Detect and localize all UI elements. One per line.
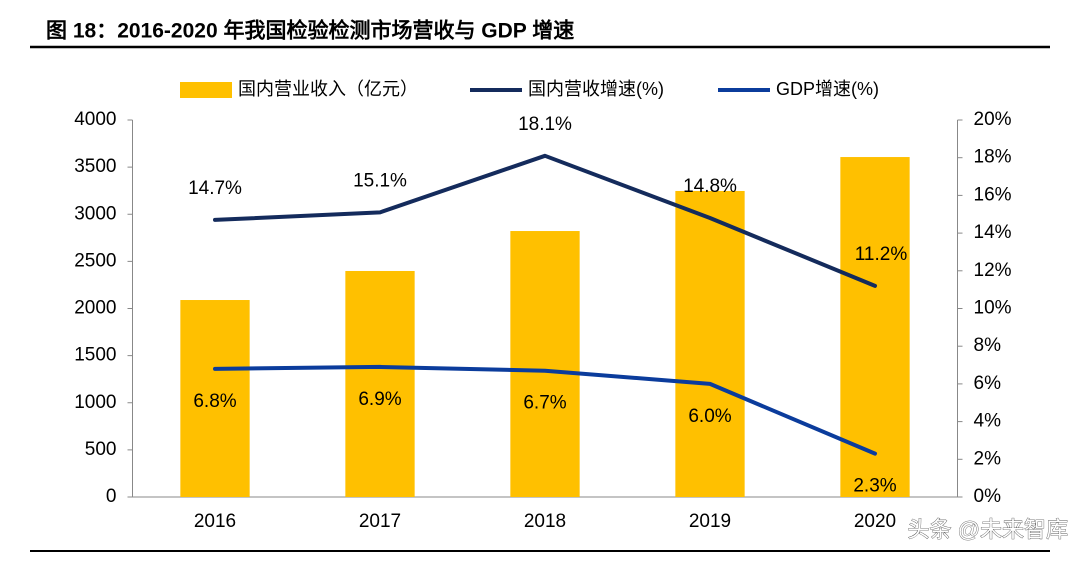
watermark: 头条 @未来智库 — [908, 517, 1068, 542]
legend-label: 国内营业收入（亿元） — [238, 79, 418, 99]
data-label: 2.3% — [853, 476, 896, 497]
x-tick-label: 2017 — [359, 511, 401, 532]
bar — [345, 270, 415, 497]
x-tick-label: 2018 — [524, 511, 566, 532]
y2-tick-label: 12% — [974, 260, 1012, 281]
bar — [180, 300, 250, 497]
y-tick-label: 2500 — [74, 250, 116, 271]
y2-tick-label: 8% — [974, 335, 1002, 356]
data-label: 15.1% — [353, 170, 407, 191]
data-label: 14.8% — [683, 176, 737, 197]
x-tick-label: 2019 — [689, 511, 731, 532]
y2-tick-label: 2% — [974, 448, 1002, 469]
bar — [675, 190, 745, 497]
x-tick-label: 2020 — [854, 511, 896, 532]
y2-tick-label: 6% — [974, 373, 1002, 394]
legend-label: GDP增速(%) — [776, 79, 879, 99]
y-tick-label: 1500 — [74, 345, 116, 366]
data-label: 18.1% — [518, 114, 572, 135]
y2-tick-label: 14% — [974, 222, 1012, 243]
y2-tick-label: 18% — [974, 147, 1012, 168]
data-label: 11.2% — [855, 244, 908, 265]
data-label: 6.9% — [358, 389, 401, 410]
y2-tick-label: 16% — [974, 184, 1012, 205]
y2-tick-label: 0% — [974, 486, 1002, 507]
legend-swatch — [180, 82, 232, 98]
data-label: 6.8% — [193, 391, 236, 412]
x-tick-label: 2016 — [194, 511, 236, 532]
data-label: 14.7% — [188, 178, 242, 199]
y2-tick-label: 10% — [974, 298, 1012, 319]
line — [213, 153, 877, 288]
y-tick-label: 500 — [85, 439, 117, 460]
legend-label: 国内营收增速(%) — [528, 79, 664, 99]
y-tick-label: 2000 — [74, 298, 116, 319]
y-tick-label: 3500 — [74, 156, 116, 177]
y2-tick-label: 4% — [974, 411, 1002, 432]
data-label: 6.0% — [688, 406, 731, 427]
y-tick-label: 4000 — [74, 109, 116, 130]
y-tick-label: 3000 — [74, 203, 116, 224]
line — [213, 364, 877, 456]
y2-tick-label: 20% — [974, 109, 1012, 130]
y-tick-label: 1000 — [74, 392, 116, 413]
y-tick-label: 0 — [106, 486, 117, 507]
bar — [840, 157, 910, 497]
data-label: 6.7% — [523, 393, 566, 414]
bar — [510, 231, 580, 498]
chart-title: 图 18：2016-2020 年我国检验检测市场营收与 GDP 增速 — [46, 19, 574, 43]
